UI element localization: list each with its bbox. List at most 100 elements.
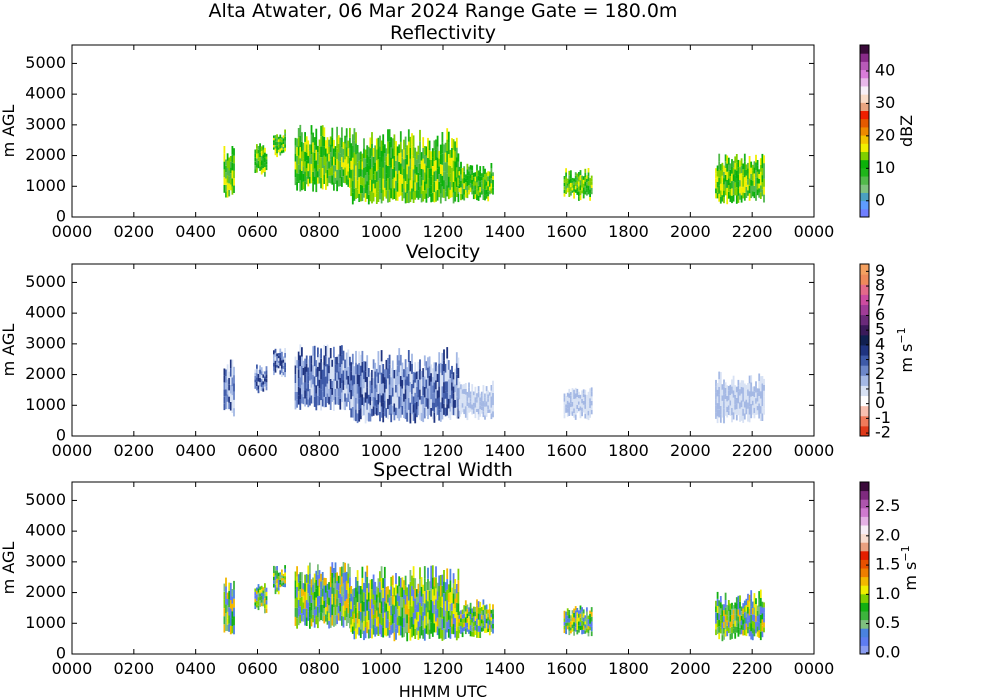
echo-bin — [374, 397, 377, 406]
echo-bin — [578, 395, 580, 399]
echo-bin — [274, 584, 277, 590]
echo-bin — [726, 631, 729, 637]
echo-bin — [265, 608, 268, 613]
echo-bin — [273, 137, 275, 141]
echo-bin — [366, 565, 369, 577]
echo-bin — [350, 616, 353, 625]
echo-bin — [422, 611, 425, 621]
echo-bin — [390, 386, 393, 396]
echo-bin — [439, 402, 442, 412]
echo-bin — [587, 622, 590, 626]
echo-bin — [355, 577, 357, 588]
echo-bin — [763, 390, 765, 397]
echo-bin — [461, 407, 464, 413]
echo-bin — [435, 398, 437, 408]
echo-bin — [477, 195, 480, 201]
echo-bin — [315, 160, 318, 171]
echo-bin — [484, 619, 486, 624]
echo-bin — [589, 412, 591, 418]
echo-bin — [458, 629, 461, 634]
echo-bin — [361, 589, 364, 601]
echo-bin — [366, 163, 369, 173]
echo-bin — [715, 178, 717, 184]
echo-bin — [471, 613, 474, 618]
echo-bin — [451, 626, 453, 634]
echo-bin — [364, 371, 367, 383]
echo-bin — [759, 158, 762, 165]
echo-bin — [296, 607, 298, 619]
echo-bin — [371, 385, 373, 394]
echo-bin — [482, 177, 485, 183]
echo-bin — [401, 157, 404, 167]
echo-bin — [719, 177, 722, 184]
echo-bin — [411, 363, 413, 374]
echo-bin — [385, 369, 388, 380]
echo-bin — [428, 619, 431, 630]
echo-bin — [420, 194, 423, 203]
colorbar-swatch — [860, 264, 869, 275]
echo-bin — [411, 144, 413, 156]
echo-bin — [484, 623, 486, 629]
echo-bin — [228, 615, 231, 624]
echo-bin — [385, 586, 388, 596]
echo-bin — [568, 626, 571, 631]
echo-bin — [333, 346, 335, 358]
echo-bin — [484, 402, 486, 407]
echo-bin — [336, 380, 338, 389]
echo-bin — [477, 403, 480, 409]
echo-bin — [751, 191, 754, 197]
echo-bin — [735, 603, 738, 609]
echo-bin — [466, 192, 469, 199]
echo-bin — [307, 171, 310, 179]
echo-bin — [477, 180, 480, 186]
echo-bin — [409, 361, 412, 372]
echo-bin — [339, 576, 342, 585]
echo-bin — [231, 154, 234, 163]
echo-bin — [325, 396, 327, 408]
echo-bin — [320, 604, 322, 613]
echo-bin — [436, 382, 439, 391]
echo-bin — [431, 166, 434, 175]
echo-bin — [279, 152, 282, 156]
echo-bin — [430, 185, 433, 194]
echo-bin — [281, 145, 283, 148]
echo-bin — [487, 617, 490, 621]
echo-bin — [282, 144, 285, 147]
echo-bin — [363, 406, 365, 416]
echo-bin — [446, 392, 449, 405]
echo-bin — [468, 171, 470, 176]
echo-bin — [420, 370, 423, 380]
echo-bin — [334, 171, 337, 178]
echo-bin — [471, 389, 474, 395]
echo-bin — [391, 396, 394, 406]
echo-bin — [356, 393, 359, 404]
echo-bin — [474, 621, 477, 626]
echo-bin — [403, 377, 405, 386]
echo-bin — [281, 372, 283, 377]
echo-bin — [315, 588, 318, 598]
echo-bin — [403, 401, 405, 410]
echo-bin — [284, 367, 286, 373]
echo-bin — [731, 166, 733, 174]
echo-bin — [488, 619, 491, 625]
echo-bin — [379, 188, 381, 200]
x-tick-label: 1000 — [361, 222, 402, 241]
echo-bin — [363, 370, 365, 380]
echo-bin — [318, 379, 321, 389]
echo-bin — [737, 385, 740, 392]
echo-bin — [353, 402, 356, 412]
echo-bin — [299, 158, 302, 170]
echo-bin — [318, 139, 321, 147]
echo-bin — [457, 568, 460, 581]
echo-bin — [273, 565, 275, 570]
echo-bin — [732, 188, 735, 195]
echo-bin — [419, 399, 421, 410]
echo-bin — [443, 171, 445, 181]
echo-bin — [492, 380, 494, 387]
echo-bin — [581, 394, 583, 399]
echo-bin — [756, 177, 759, 184]
echo-bin — [719, 405, 722, 415]
echo-bin — [590, 184, 593, 188]
echo-bin — [383, 612, 386, 624]
colorbar-tick-label: 6 — [875, 305, 885, 324]
